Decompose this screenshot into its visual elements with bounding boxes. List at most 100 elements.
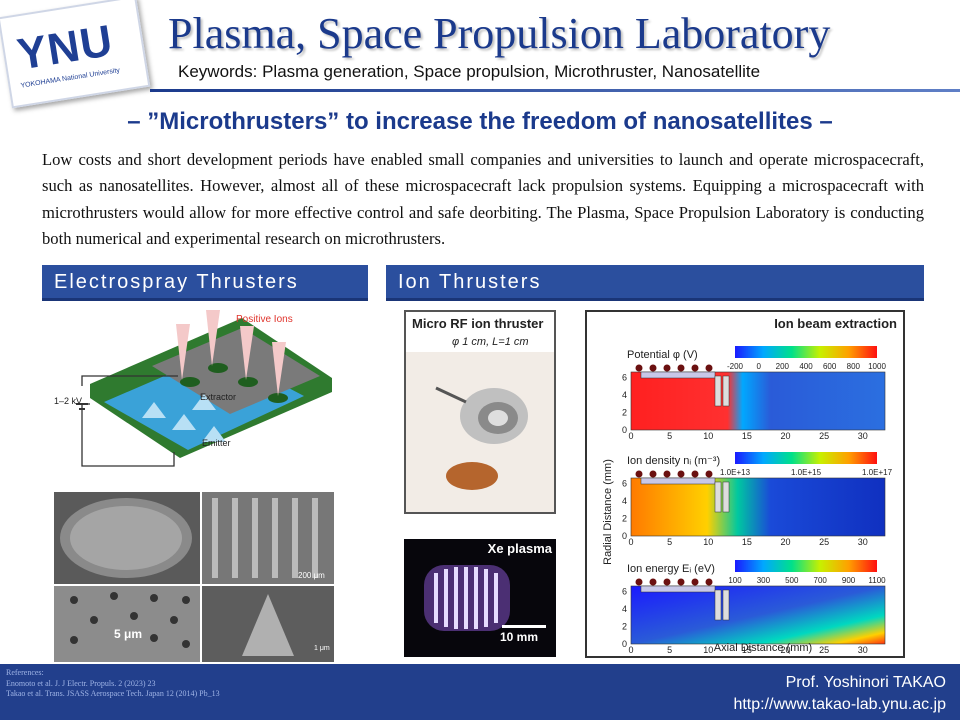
positive-ions-label: Positive Ions	[236, 314, 293, 325]
x-tick-label: 5	[667, 431, 672, 441]
coin	[446, 462, 498, 490]
author-block: Prof. Yoshinori TAKAO http://www.takao-l…	[733, 672, 946, 716]
antenna-coil	[649, 578, 657, 586]
chamber-wall	[640, 371, 716, 379]
color-scale-tick: 0	[756, 362, 761, 371]
antenna-coil	[705, 364, 713, 372]
x-tick-label: 30	[858, 645, 868, 655]
ion-beam-extraction-figure: Ion beam extraction	[585, 310, 905, 658]
color-scale-tick: 900	[842, 576, 856, 585]
sem-image-tips: 200 μm	[202, 492, 334, 584]
color-scale-tick: 1000	[868, 362, 886, 371]
color-scale-tick: 1100	[868, 576, 886, 585]
antenna-coil	[649, 470, 657, 478]
antenna-coil	[677, 578, 685, 586]
photo-dimensions: φ 1 cm, L=1 cm	[452, 336, 529, 348]
color-scale	[735, 452, 877, 464]
x-tick-label: 0	[628, 431, 633, 441]
emitter-cone	[192, 394, 216, 410]
antenna-coil	[677, 470, 685, 478]
grid-electrode	[722, 589, 730, 621]
section-electrospray-title: Electrospray Thrusters	[42, 265, 368, 301]
y-tick-label: 0	[622, 425, 627, 435]
scale-label: 10 mm	[500, 630, 539, 644]
photo-title: Micro RF ion thruster	[412, 316, 544, 331]
x-tick-label: 20	[781, 645, 791, 655]
panel-label: Ion density nᵢ (m⁻³)	[627, 455, 720, 467]
x-tick-label: 0	[628, 537, 633, 547]
x-tick-label: 5	[667, 645, 672, 655]
field-plot	[630, 477, 886, 537]
color-scale-tick: 1.0E+13	[720, 468, 751, 477]
x-tick-label: 25	[819, 431, 829, 441]
panel-label: Ion energy Eᵢ (eV)	[627, 563, 715, 575]
field-plot	[630, 585, 886, 645]
figure-title: Ion beam extraction	[774, 316, 897, 331]
antenna-coil	[635, 364, 643, 372]
chamber-wall	[640, 477, 716, 485]
grid-electrode	[714, 481, 722, 513]
antenna-coil	[663, 578, 671, 586]
x-tick-label: 0	[628, 645, 633, 655]
y-tick-label: 4	[622, 390, 627, 400]
panel-label: Potential φ (V)	[627, 349, 698, 361]
rf-thruster-photo: Micro RF ion thruster φ 1 cm, L=1 cm	[404, 310, 556, 514]
x-tick-label: 5	[667, 537, 672, 547]
sem-scale-label: 1 μm	[314, 645, 330, 652]
extractor-hole	[208, 363, 228, 373]
ion-beam	[176, 324, 190, 380]
x-tick-label: 30	[858, 537, 868, 547]
color-scale-tick: 200	[776, 362, 790, 371]
ion-beam	[206, 310, 220, 366]
x-tick-label: 20	[781, 431, 791, 441]
color-scale-tick: 700	[814, 576, 828, 585]
x-tick-label: 15	[742, 431, 752, 441]
references-title: References:	[6, 668, 44, 677]
emitter-cone	[172, 414, 196, 430]
color-scale	[735, 560, 877, 572]
x-tick-label: 30	[858, 431, 868, 441]
color-scale-tick: 100	[728, 576, 742, 585]
grid-electrode	[714, 589, 722, 621]
sem-image-array	[54, 492, 200, 584]
lab-url[interactable]: http://www.takao-lab.ynu.ac.jp	[733, 696, 946, 713]
antenna-coil	[663, 364, 671, 372]
grid-electrode	[722, 375, 730, 407]
xe-plasma-label: Xe plasma	[487, 541, 552, 556]
x-tick-label: 25	[819, 645, 829, 655]
y-tick-label: 0	[622, 531, 627, 541]
extractor-label: Extractor	[200, 392, 236, 402]
extractor-hole	[238, 377, 258, 387]
chamber-wall	[640, 585, 716, 593]
x-axis-label: Axial Distance (mm)	[714, 642, 812, 654]
x-tick-label: 10	[703, 537, 713, 547]
antenna-coil	[705, 578, 713, 586]
section-ion-title: Ion Thrusters	[386, 265, 924, 301]
antenna-coil	[649, 364, 657, 372]
reference-item: Enomoto et al. J. J Electr. Propuls. 2 (…	[6, 678, 156, 688]
sem-scale-label: 200 μm	[298, 571, 325, 580]
color-scale-tick: 1.0E+17	[862, 468, 893, 477]
scale-bar	[502, 625, 546, 628]
color-scale-tick: 600	[823, 362, 837, 371]
y-tick-label: 0	[622, 639, 627, 649]
author-name: Prof. Yoshinori TAKAO	[785, 674, 946, 691]
extractor-hole	[180, 377, 200, 387]
emitter-cone	[202, 426, 226, 442]
antenna-coil	[691, 364, 699, 372]
y-tick-label: 4	[622, 496, 627, 506]
antenna-coil	[677, 364, 685, 372]
x-tick-label: 20	[781, 537, 791, 547]
x-tick-label: 10	[703, 645, 713, 655]
emitter-label: Emitter	[202, 438, 231, 448]
references: References: Enomoto et al. J. J Electr. …	[6, 668, 220, 700]
y-tick-label: 4	[622, 604, 627, 614]
y-tick-label: 2	[622, 513, 627, 523]
electrospray-diagram: 1–2 kV Positive Ions Extractor Emitter	[54, 310, 332, 467]
ion-beam	[240, 326, 254, 380]
sem-scale-label: 5 μm	[114, 627, 142, 641]
sem-image-emitter: 1 μm	[202, 586, 334, 662]
grid-electrode	[722, 481, 730, 513]
grid-electrode	[714, 375, 722, 407]
